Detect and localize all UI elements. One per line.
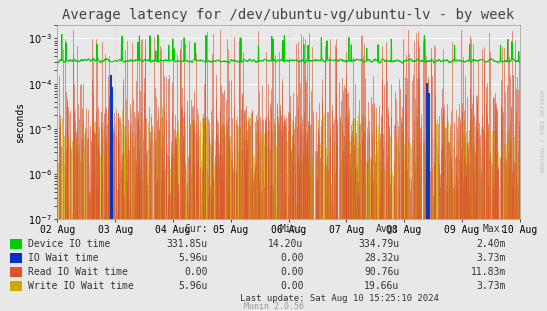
Title: Average latency for /dev/ubuntu-vg/ubuntu-lv - by week: Average latency for /dev/ubuntu-vg/ubunt…	[62, 8, 515, 22]
Y-axis label: seconds: seconds	[15, 101, 25, 143]
Text: Device IO time: Device IO time	[28, 239, 110, 249]
Text: 3.73m: 3.73m	[476, 253, 506, 263]
Text: 28.32u: 28.32u	[364, 253, 399, 263]
Text: Cur:: Cur:	[184, 224, 208, 234]
Text: RRDTOOL / TOBI OETIKER: RRDTOOL / TOBI OETIKER	[540, 89, 546, 172]
Text: Avg:: Avg:	[376, 224, 399, 234]
Text: Last update: Sat Aug 10 15:25:10 2024: Last update: Sat Aug 10 15:25:10 2024	[240, 294, 439, 303]
Text: 90.76u: 90.76u	[364, 267, 399, 277]
Text: 331.85u: 331.85u	[167, 239, 208, 249]
Text: 2.40m: 2.40m	[476, 239, 506, 249]
Text: 0.00: 0.00	[280, 267, 304, 277]
Text: 334.79u: 334.79u	[358, 239, 399, 249]
Text: Min:: Min:	[280, 224, 304, 234]
Text: 14.20u: 14.20u	[269, 239, 304, 249]
Text: Munin 2.0.56: Munin 2.0.56	[243, 301, 304, 310]
Text: 3.73m: 3.73m	[476, 281, 506, 291]
Text: 0.00: 0.00	[184, 267, 208, 277]
Text: 5.96u: 5.96u	[178, 281, 208, 291]
Text: 19.66u: 19.66u	[364, 281, 399, 291]
Text: Read IO Wait time: Read IO Wait time	[28, 267, 129, 277]
Text: 0.00: 0.00	[280, 253, 304, 263]
Text: Max:: Max:	[482, 224, 506, 234]
Text: 5.96u: 5.96u	[178, 253, 208, 263]
Text: 0.00: 0.00	[280, 281, 304, 291]
Text: Write IO Wait time: Write IO Wait time	[28, 281, 134, 291]
Text: 11.83m: 11.83m	[471, 267, 506, 277]
Text: IO Wait time: IO Wait time	[28, 253, 99, 263]
